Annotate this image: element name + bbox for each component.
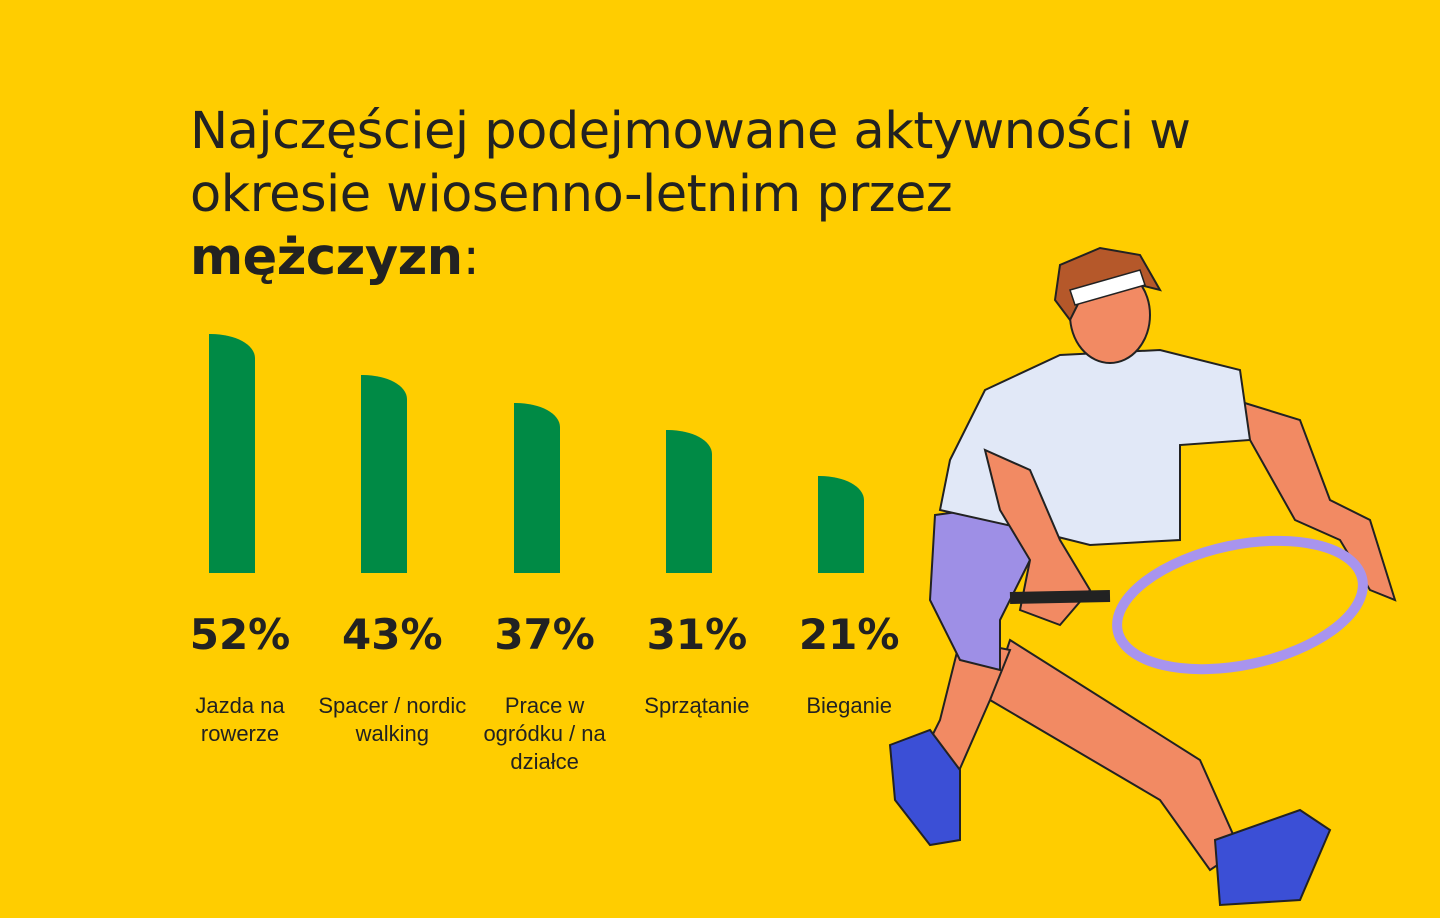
category-label: Spacer / nordic walking <box>318 693 467 746</box>
bar <box>818 476 865 573</box>
bar <box>209 333 255 573</box>
title-emphasis: mężczyzn <box>190 228 463 287</box>
value-label: 37% <box>494 610 595 659</box>
value-label: 43% <box>342 610 443 659</box>
category-label: Prace w ogródku / na działce <box>483 693 606 774</box>
title-suffix: : <box>462 228 480 287</box>
bar <box>513 402 560 573</box>
value-label: 31% <box>646 610 748 659</box>
category-label: Bieganie <box>806 693 892 718</box>
value-label: 52% <box>189 610 291 659</box>
category-label: Sprzątanie <box>644 693 750 718</box>
bar <box>361 375 408 573</box>
chart-title: Najczęściej podejmowane aktywności w okr… <box>190 100 1290 289</box>
bar <box>665 430 712 573</box>
category-label: Jazda na rowerze <box>195 693 285 746</box>
value-label: 21% <box>798 610 900 659</box>
title-text: Najczęściej podejmowane aktywności w okr… <box>190 102 1191 224</box>
